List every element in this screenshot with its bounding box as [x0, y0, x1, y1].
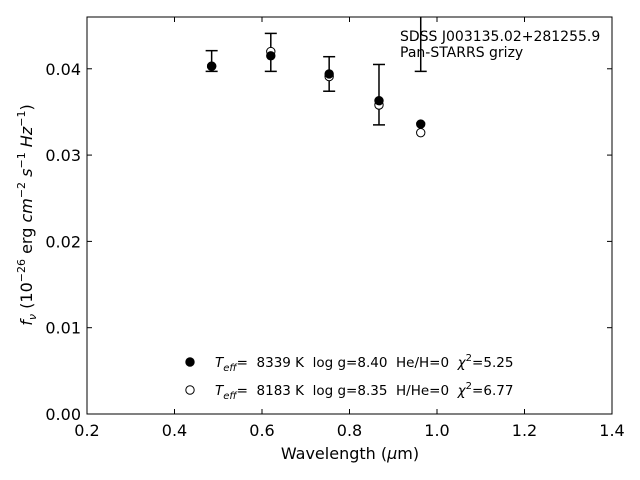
svg-text:fν (10−26 erg cm−2 s−1 Hz−1): fν (10−26 erg cm−2 s−1 Hz−1)	[15, 104, 39, 325]
data-points	[206, 46, 426, 138]
y-tick-label: 0.01	[45, 319, 81, 338]
x-tick-label: 0.4	[162, 421, 187, 440]
ylabel-nu-sub: ν	[26, 314, 39, 320]
ylabel-exp1: −26	[15, 259, 28, 282]
x-axis-label: Wavelength (μm)	[281, 444, 419, 463]
x-tick-label: 0.6	[249, 421, 274, 440]
ylabel-f: f	[17, 318, 36, 326]
legend-marker	[185, 385, 195, 395]
x-tick-label: 1.4	[599, 421, 624, 440]
y-tick-label: 0.04	[45, 60, 81, 79]
y-tick-label: 0.03	[45, 146, 81, 165]
legend-marker	[185, 357, 195, 367]
legend-entry: Teff= 8339 K log g=8.40 He/H=0 χ2=5.25	[185, 353, 513, 374]
y-tick-label: 0.02	[45, 232, 81, 251]
annotation-survey: Pan-STARRS grizy	[400, 45, 523, 61]
y-tick-label: 0.00	[45, 405, 81, 424]
error-bar	[372, 63, 385, 126]
y-axis-label: fν (10−26 erg cm−2 s−1 Hz−1)	[15, 104, 39, 325]
model-point-open	[416, 127, 426, 138]
model-point-filled	[266, 51, 276, 61]
x-tick-label: 1.0	[424, 421, 449, 440]
model-point-filled	[416, 119, 426, 129]
legend-label: Teff= 8183 K log g=8.35 H/He=0 χ2=6.77	[215, 381, 513, 402]
plot-area	[87, 17, 612, 414]
x-tick-label: 0.2	[74, 421, 99, 440]
model-point-filled	[324, 69, 334, 79]
x-tick-label: 1.2	[512, 421, 537, 440]
x-tick-label: 0.8	[337, 421, 362, 440]
legend-label: Teff= 8339 K log g=8.40 He/H=0 χ2=5.25	[215, 353, 513, 374]
legend-entry: Teff= 8183 K log g=8.35 H/He=0 χ2=6.77	[185, 381, 513, 402]
axis-ticks: 0.2 0.4 0.6 0.8 1.0 1.2 1.4 0.00 0.01 0.02 0.03 0.0…	[45, 17, 625, 440]
error-bar	[414, 17, 427, 73]
model-point-filled	[206, 61, 217, 71]
annotation-object: SDSS J003135.02+281255.9	[400, 29, 600, 45]
plot-frame	[86, 16, 613, 415]
model-point-filled	[374, 96, 384, 106]
legend: Teff= 8339 K log g=8.40 He/H=0 χ2=5.25 Te…	[185, 353, 513, 402]
